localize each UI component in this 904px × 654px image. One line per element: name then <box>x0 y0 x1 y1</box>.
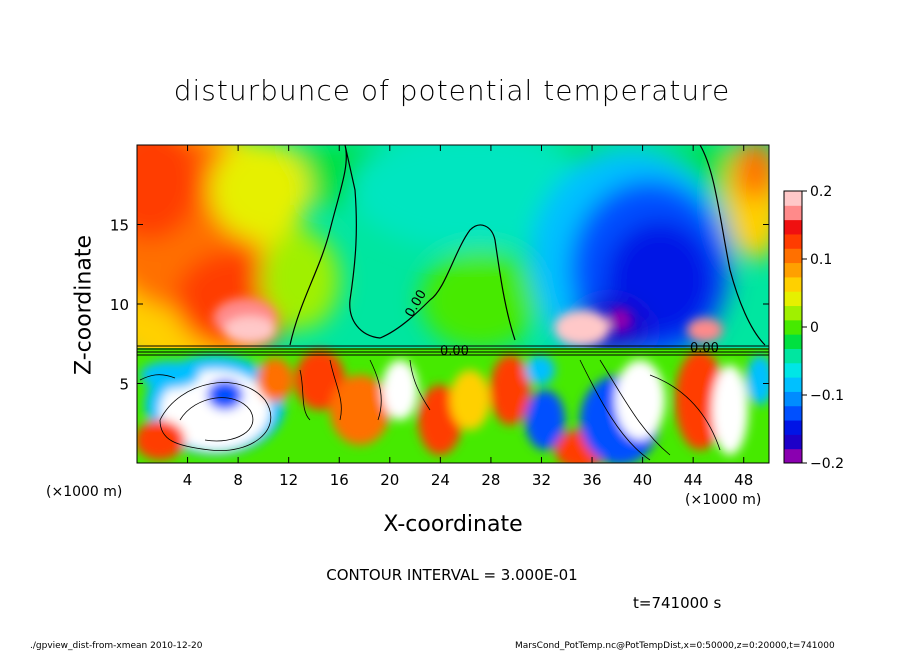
colorbar-tick-label: 0.1 <box>810 252 832 268</box>
colorbar-swatch <box>784 391 802 407</box>
x-tick-label: 44 <box>684 471 703 489</box>
colorbar-tick-label: −0.1 <box>810 388 844 404</box>
colorbar-swatch <box>784 348 802 364</box>
colorbar-swatch <box>784 233 802 249</box>
colorbar-swatch <box>784 276 802 292</box>
colorbar-ticks: 0.2 0.1 0 −0.1 −0.2 <box>802 184 844 472</box>
x-axis-ticks: 4 8 12 16 20 24 28 32 36 40 44 48 <box>183 145 753 489</box>
colorbar-swatch <box>784 362 802 378</box>
contour-label: 0.00 <box>440 344 469 359</box>
colorbar-swatch <box>784 319 802 335</box>
y-tick-label: 5 <box>119 376 129 394</box>
x-tick-label: 16 <box>330 471 349 489</box>
x-axis-label: X-coordinate <box>383 512 523 537</box>
x-tick-label: 48 <box>734 471 753 489</box>
footer-right: MarsCond_PotTemp.nc@PotTempDist,x=0:5000… <box>515 641 835 651</box>
colorbar-tick-label: 0 <box>810 320 819 336</box>
y-tick-label: 15 <box>110 217 129 235</box>
colorbar-swatch <box>784 191 802 206</box>
inversion-contours <box>137 345 769 356</box>
x-tick-label: 36 <box>582 471 601 489</box>
colorbar-swatch <box>784 420 802 435</box>
colorbar-swatch <box>784 334 802 349</box>
plot-area: 0.00 0.00 0.00 <box>137 145 769 463</box>
x-tick-label: 24 <box>431 471 450 489</box>
colorbar-tick-label: 0.2 <box>810 184 832 200</box>
colorbar-swatch <box>784 377 802 392</box>
time-stamp: t=741000 s <box>633 594 722 612</box>
colorbar-swatch <box>784 434 802 450</box>
lower-field <box>137 348 769 463</box>
colorbar-tick-label: −0.2 <box>810 456 844 472</box>
upper-field-detail <box>213 298 723 346</box>
y-axis-label: Z-coordinate <box>71 235 97 375</box>
x-tick-label: 32 <box>532 471 551 489</box>
colorbar-swatch <box>784 448 802 464</box>
x-tick-label: 28 <box>481 471 500 489</box>
x-unit-label: (×1000 m) <box>46 484 123 500</box>
zero-contour <box>289 145 766 346</box>
colorbar-swatch <box>784 262 802 278</box>
colorbar-swatch <box>784 205 802 221</box>
contour-interval: CONTOUR INTERVAL = 3.000E-01 <box>326 566 578 584</box>
contour-label: 0.00 <box>690 341 719 356</box>
x-tick-label: 8 <box>233 471 243 489</box>
colorbar-swatch <box>784 291 802 307</box>
colorbar-swatch <box>784 248 802 264</box>
colorbar-swatch <box>784 405 802 421</box>
x-tick-label: 40 <box>633 471 652 489</box>
x-tick-label: 12 <box>279 471 298 489</box>
y-tick-label: 10 <box>110 296 129 314</box>
y-axis-ticks: 5 10 15 <box>110 217 769 394</box>
lower-contours <box>139 359 721 461</box>
upper-field <box>137 145 769 380</box>
chart-title: disturbunce of potential temperature <box>173 74 731 107</box>
x-unit-label-right: (×1000 m) <box>685 492 762 508</box>
x-tick-label: 4 <box>183 471 193 489</box>
footer-left: ./gpview_dist-from-xmean 2010-12-20 <box>30 641 203 651</box>
colorbar-swatch <box>784 305 802 321</box>
contour-lines <box>137 145 769 461</box>
x-tick-label: 20 <box>380 471 399 489</box>
colorbar <box>784 191 802 464</box>
colorbar-swatch <box>784 219 802 235</box>
